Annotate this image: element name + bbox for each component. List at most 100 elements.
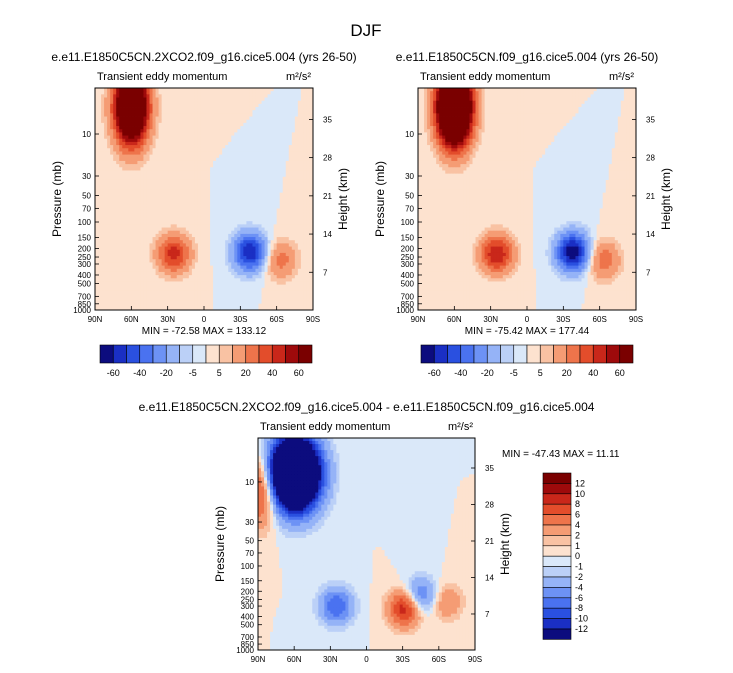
heatmap-cell: [276, 145, 281, 149]
heatmap-cell: [143, 141, 147, 146]
heatmap-cell: [237, 287, 241, 292]
heatmap-cell: [197, 249, 202, 254]
heatmap-cell: [110, 141, 114, 146]
heatmap-cell: [309, 119, 314, 124]
heatmap-cell: [300, 100, 305, 105]
heatmap-cell: [303, 208, 308, 213]
heatmap-cell: [306, 243, 311, 247]
heatmap-cell: [176, 249, 181, 254]
heatmap-cell: [267, 246, 272, 251]
heatmap-cell: [113, 97, 117, 102]
heatmap-cell: [237, 265, 241, 270]
heatmap-cell: [300, 135, 305, 140]
heatmap-cell: [204, 129, 208, 133]
heatmap-cell: [234, 91, 238, 95]
heatmap-cell: [134, 192, 138, 197]
heatmap-cell: [146, 237, 150, 241]
heatmap-cell: [104, 205, 108, 209]
heatmap-cell: [225, 148, 229, 152]
heatmap-cell: [155, 221, 159, 225]
heatmap-cell: [234, 221, 238, 225]
heatmap-cell: [122, 233, 126, 238]
heatmap-cell: [228, 249, 232, 254]
heatmap-cell: [161, 173, 166, 178]
heatmap-cell: [110, 259, 114, 263]
heatmap-cell: [143, 202, 147, 206]
heatmap-cell: [140, 132, 144, 136]
heatmap-cell: [213, 202, 217, 206]
heatmap-cell: [200, 94, 205, 98]
heatmap-cell: [155, 243, 159, 247]
heatmap-cell: [182, 97, 187, 102]
heatmap-cell: [107, 160, 111, 165]
heatmap-cell: [291, 186, 296, 190]
heatmap-cell: [128, 132, 132, 136]
heatmap-cell: [246, 167, 250, 171]
heatmap-cell: [291, 135, 296, 140]
heatmap-cell: [219, 256, 223, 260]
heatmap-cell: [167, 233, 172, 238]
heatmap-cell: [285, 151, 290, 155]
heatmap-cell: [228, 205, 232, 209]
heatmap-cell: [152, 243, 156, 247]
heatmap-cell: [173, 103, 178, 108]
heatmap-cell: [213, 252, 217, 257]
heatmap-cell: [173, 218, 178, 222]
heatmap-cell: [252, 284, 256, 289]
heatmap-cell: [282, 227, 287, 232]
heatmap-cell: [249, 211, 253, 216]
heatmap-cell: [149, 249, 153, 254]
heatmap-cell: [240, 170, 244, 175]
heatmap-cell: [231, 116, 235, 121]
heatmap-cell: [225, 243, 229, 247]
heatmap-cell: [185, 262, 190, 266]
heatmap-cell: [122, 91, 126, 95]
heatmap-cell: [276, 227, 281, 232]
heatmap-cell: [234, 278, 238, 282]
heatmap-cell: [104, 294, 108, 298]
heatmap-cell: [101, 202, 105, 206]
heatmap-cell: [179, 284, 184, 289]
heatmap-cell: [213, 145, 217, 149]
heatmap-cell: [204, 126, 208, 130]
heatmap-cell: [188, 157, 193, 162]
heatmap-cell: [116, 306, 120, 311]
heatmap-cell: [137, 97, 141, 102]
heatmap-cell: [146, 88, 150, 92]
heatmap-cell: [176, 243, 181, 247]
heatmap-cell: [285, 100, 290, 105]
heatmap-cell: [167, 94, 172, 98]
heatmap-cell: [285, 205, 290, 209]
heatmap-cell: [237, 151, 241, 155]
heatmap-cell: [185, 303, 190, 308]
heatmap-cell: [194, 186, 199, 190]
heatmap-cell: [95, 176, 99, 181]
heatmap-cell: [306, 199, 311, 203]
heatmap-cell: [267, 183, 272, 187]
heatmap-cell: [279, 132, 284, 136]
heatmap-cell: [152, 262, 156, 266]
heatmap-cell: [131, 294, 135, 298]
heatmap-cell: [246, 88, 250, 92]
heatmap-cell: [167, 240, 172, 244]
heatmap-cell: [282, 126, 287, 130]
heatmap-cell: [243, 107, 247, 111]
heatmap-cell: [125, 151, 129, 155]
heatmap-cell: [210, 202, 214, 206]
heatmap-cell: [119, 284, 123, 289]
heatmap-cell: [246, 160, 250, 165]
heatmap-cell: [98, 230, 102, 235]
heatmap-cell: [252, 157, 256, 162]
heatmap-cell: [170, 275, 175, 279]
heatmap-cell: [194, 179, 199, 184]
heatmap-cell: [270, 170, 275, 175]
heatmap-cell: [101, 94, 105, 98]
heatmap-cell: [213, 94, 217, 98]
heatmap-cell: [107, 179, 111, 184]
heatmap-cell: [167, 243, 172, 247]
heatmap-cell: [240, 192, 244, 197]
heatmap-cell: [107, 167, 111, 171]
heatmap-cell: [255, 195, 259, 200]
heatmap-cell: [182, 208, 187, 213]
heatmap-cell: [155, 199, 159, 203]
